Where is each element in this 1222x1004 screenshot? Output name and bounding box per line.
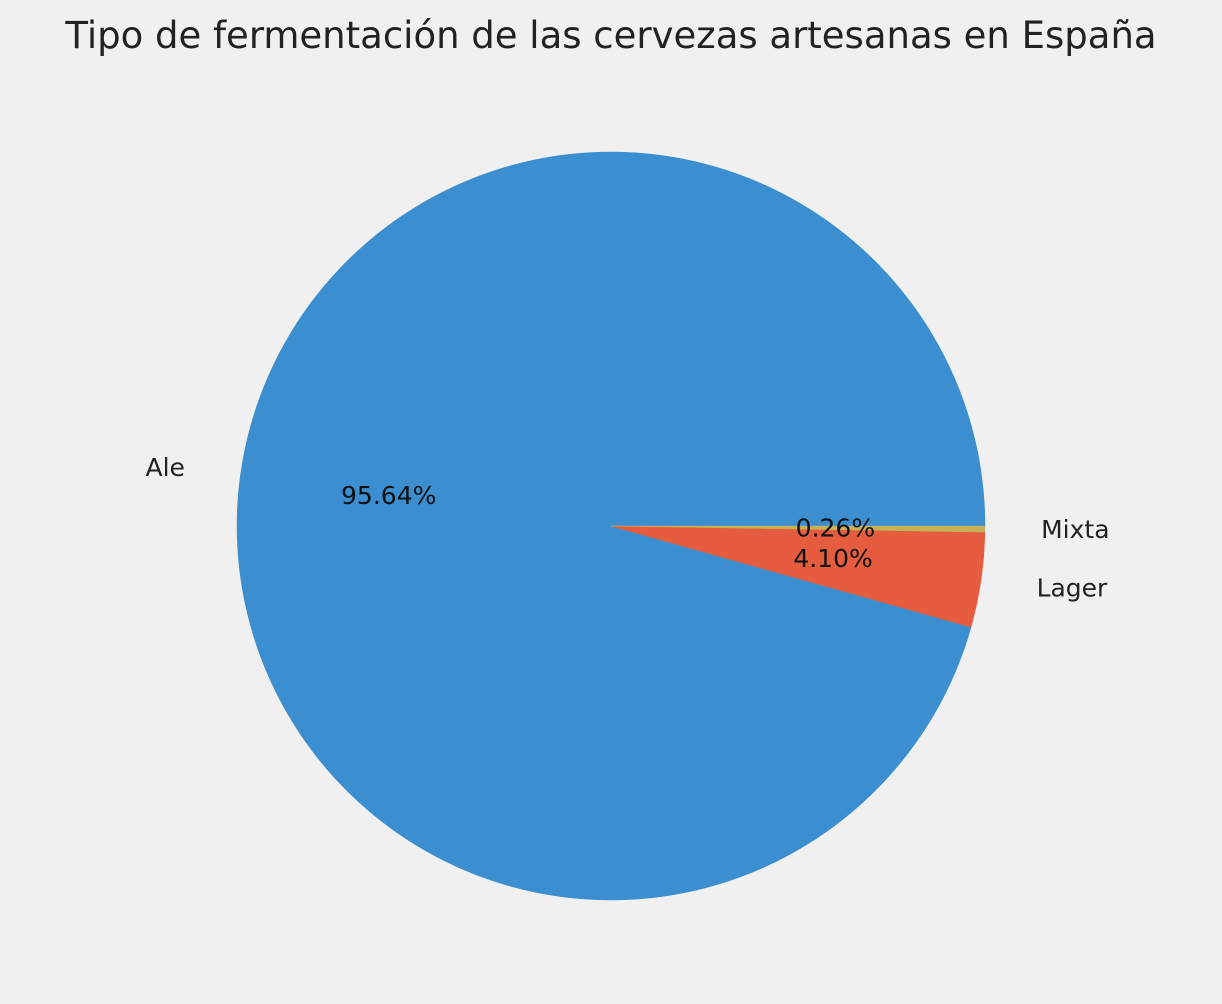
chart-title: Tipo de fermentación de las cervezas art… <box>64 14 1156 57</box>
pie-slice-mixta <box>610 525 986 533</box>
slice-label-ale: Ale <box>145 453 184 482</box>
slice-pct-lager: 4.10% <box>793 544 872 573</box>
slice-label-mixta: Mixta <box>1041 515 1109 544</box>
slice-pct-mixta: 0.26% <box>796 513 875 542</box>
pie-slices <box>236 151 986 901</box>
slice-pct-ale: 95.64% <box>341 481 436 510</box>
slice-label-lager: Lager <box>1037 574 1108 603</box>
pie-labels: Ale 95.64% Lager 4.10% Mixta 0.26% <box>145 453 1109 603</box>
